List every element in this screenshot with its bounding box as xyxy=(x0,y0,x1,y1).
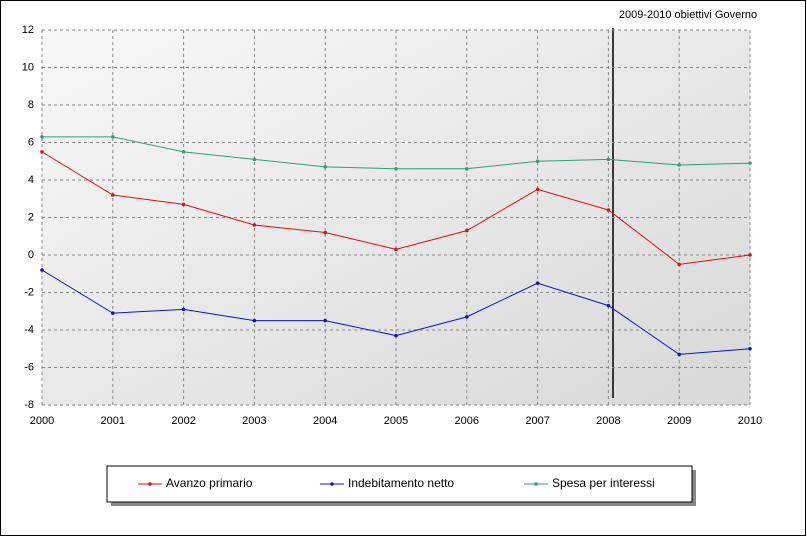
point xyxy=(748,253,752,257)
x-tick-label: 2003 xyxy=(242,415,266,427)
point xyxy=(323,318,328,323)
point xyxy=(465,315,469,319)
point xyxy=(465,166,469,171)
point xyxy=(323,165,328,169)
legend-label: Avanzo primario xyxy=(166,476,253,490)
point xyxy=(535,159,540,164)
point xyxy=(606,303,611,308)
y-tick-label: 10 xyxy=(22,61,34,73)
point xyxy=(181,307,186,312)
point xyxy=(748,346,752,351)
point xyxy=(394,166,398,171)
y-tick-label: 8 xyxy=(28,99,34,111)
point xyxy=(677,262,681,267)
point xyxy=(40,268,44,272)
point xyxy=(111,193,115,197)
x-tick-label: 2005 xyxy=(384,415,408,427)
y-tick-label: -6 xyxy=(24,361,34,373)
point xyxy=(606,157,611,162)
point xyxy=(677,352,681,357)
y-tick-label: 0 xyxy=(28,249,34,261)
legend-label: Spesa per interessi xyxy=(552,476,655,490)
x-tick-label: 2002 xyxy=(171,415,195,427)
point xyxy=(181,150,186,154)
point xyxy=(748,161,752,165)
x-tick-label: 2009 xyxy=(667,415,691,427)
annotation: 2009-2010 obiettivi Governo xyxy=(619,9,757,21)
point xyxy=(252,157,257,162)
legend-label: Indebitamento netto xyxy=(348,476,454,490)
legend-swatch-dot xyxy=(534,482,538,486)
point xyxy=(111,311,115,315)
point xyxy=(465,228,469,233)
x-tick-label: 2004 xyxy=(313,415,337,427)
point xyxy=(40,150,44,154)
point xyxy=(535,281,540,285)
y-tick-label: -8 xyxy=(24,399,34,411)
y-tick-label: -2 xyxy=(24,286,34,298)
point xyxy=(181,202,186,207)
point xyxy=(677,163,681,167)
x-tick-label: 2001 xyxy=(101,415,125,427)
y-tick-label: -4 xyxy=(24,324,34,336)
legend xyxy=(106,465,693,503)
point xyxy=(111,135,115,139)
point xyxy=(394,247,398,252)
point xyxy=(535,187,540,192)
x-tick-label: 2007 xyxy=(525,415,549,427)
x-tick-label: 2008 xyxy=(596,415,620,427)
x-tick-label: 2006 xyxy=(455,415,479,427)
y-tick-label: 2 xyxy=(28,211,34,223)
y-tick-label: 12 xyxy=(22,24,34,36)
point xyxy=(40,135,44,139)
point xyxy=(252,318,257,323)
y-tick-label: 4 xyxy=(28,174,34,186)
point xyxy=(323,230,328,235)
legend-swatch-dot xyxy=(330,482,334,486)
x-tick-label: 2010 xyxy=(738,415,762,427)
x-tick-label: 2000 xyxy=(30,415,54,427)
point xyxy=(394,333,398,338)
point xyxy=(252,223,257,227)
y-tick-label: 6 xyxy=(28,136,34,148)
legend-swatch-dot xyxy=(148,482,152,486)
point xyxy=(606,208,611,212)
